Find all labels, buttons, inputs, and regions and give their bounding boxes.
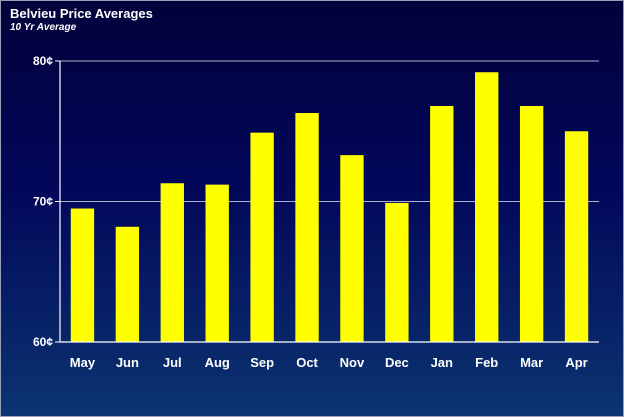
x-tick-label: Jul bbox=[163, 355, 182, 370]
x-tick-label: May bbox=[70, 355, 96, 370]
bar-aug bbox=[205, 184, 229, 342]
bar-nov bbox=[340, 155, 364, 342]
x-tick-label: Mar bbox=[520, 355, 543, 370]
bar-jul bbox=[160, 183, 184, 342]
x-tick-label: Oct bbox=[296, 355, 318, 370]
bar-feb bbox=[475, 72, 499, 343]
chart-title: Belvieu Price Averages bbox=[10, 6, 153, 21]
axes bbox=[55, 60, 599, 343]
x-tick-label: Aug bbox=[205, 355, 230, 370]
bars bbox=[70, 72, 589, 343]
bar-sep bbox=[250, 132, 274, 342]
bar-jan bbox=[430, 105, 454, 343]
chart-subtitle: 10 Yr Average bbox=[10, 22, 77, 33]
y-tick-label: 80¢ bbox=[33, 54, 53, 68]
x-tick-label: Nov bbox=[340, 355, 365, 370]
bar-jun bbox=[115, 226, 140, 342]
x-tick-label: Apr bbox=[565, 355, 587, 370]
x-tick-label: Jan bbox=[431, 355, 453, 370]
bar-may bbox=[70, 208, 95, 342]
x-tick-label: Feb bbox=[475, 355, 498, 370]
y-tick-label: 60¢ bbox=[33, 335, 53, 349]
y-tick-label: 70¢ bbox=[33, 195, 53, 209]
bar-apr bbox=[564, 131, 589, 342]
bar-oct bbox=[295, 112, 319, 342]
labels: 60¢ 70¢ 80¢ May Jun Jul Aug Sep Oct Nov Dec Jan Feb M… bbox=[33, 54, 588, 370]
x-tick-label: Dec bbox=[385, 355, 409, 370]
x-tick-label: Jun bbox=[116, 355, 139, 370]
bar-mar bbox=[519, 105, 544, 343]
x-tick-label: Sep bbox=[250, 355, 274, 370]
bar-dec bbox=[385, 202, 409, 342]
gridlines bbox=[60, 60, 599, 202]
